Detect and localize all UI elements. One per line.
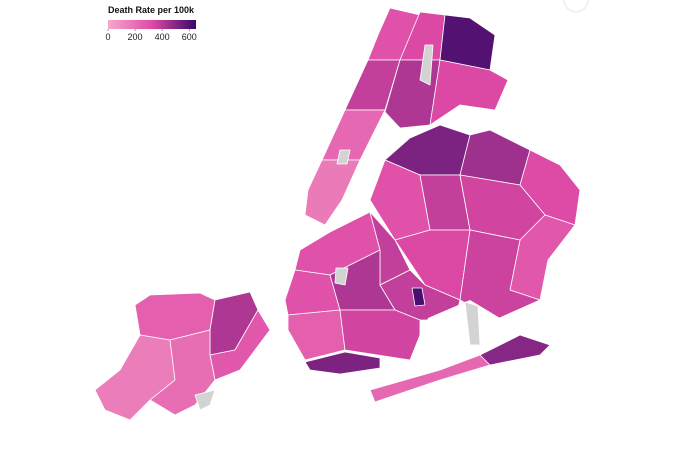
legend-title: Death Rate per 100k (108, 5, 195, 15)
region (194, 389, 216, 411)
legend-tick: 0 (105, 32, 110, 42)
legend-tick: 600 (182, 32, 197, 42)
region (464, 301, 481, 346)
region (321, 109, 386, 161)
region (336, 149, 351, 165)
legend-tick: 200 (128, 32, 143, 42)
legend-tick: 400 (155, 32, 170, 42)
region (369, 354, 491, 403)
region (439, 14, 496, 71)
region (429, 59, 509, 126)
region (287, 309, 346, 361)
legend: Death Rate per 100k 0 200 400 600 (105, 5, 196, 42)
region (411, 287, 426, 307)
region (304, 351, 381, 375)
legend-bar (108, 20, 196, 29)
region (304, 159, 361, 226)
region (334, 267, 349, 286)
corner-control (563, 0, 589, 13)
region (479, 334, 551, 366)
region (339, 309, 421, 361)
regions (94, 7, 581, 421)
region (419, 44, 434, 86)
